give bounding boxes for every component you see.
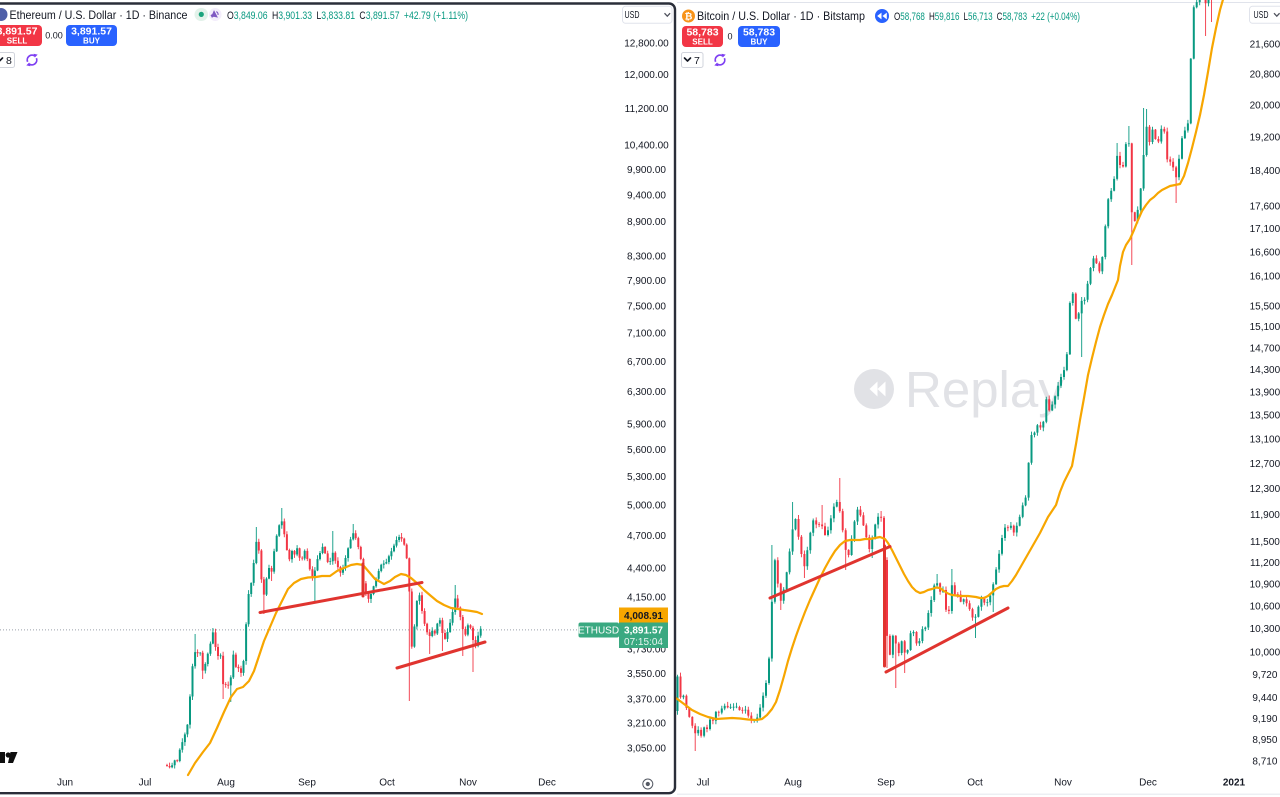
svg-text:Jul: Jul — [697, 778, 710, 789]
svg-text:9,190: 9,190 — [1252, 714, 1277, 725]
svg-text:16,100: 16,100 — [1250, 272, 1280, 283]
svg-text:3,370.00: 3,370.00 — [627, 695, 666, 706]
svg-text:13,900: 13,900 — [1250, 388, 1280, 399]
svg-text:4,008.91: 4,008.91 — [624, 611, 663, 622]
svg-text:18,400: 18,400 — [1250, 166, 1280, 177]
svg-text:11,500: 11,500 — [1250, 537, 1280, 548]
svg-text:8: 8 — [6, 55, 12, 67]
svg-text:3,050.00: 3,050.00 — [627, 744, 666, 755]
svg-text:BUY: BUY — [83, 37, 101, 46]
svg-text:10,600: 10,600 — [1250, 602, 1280, 613]
svg-text:7,900.00: 7,900.00 — [627, 276, 666, 287]
svg-text:O58,768 H59,816 L56,713 C58,78: O58,768 H59,816 L56,713 C58,783 +22 (+0.… — [894, 11, 1080, 23]
svg-text:5,600.00: 5,600.00 — [627, 445, 666, 456]
svg-text:10,400.00: 10,400.00 — [624, 141, 669, 152]
svg-text:12,300: 12,300 — [1250, 484, 1280, 495]
svg-text:7: 7 — [694, 55, 700, 67]
svg-text:8,300.00: 8,300.00 — [627, 252, 666, 263]
svg-text:10,900: 10,900 — [1250, 580, 1280, 591]
svg-text:8,710: 8,710 — [1252, 757, 1277, 768]
svg-text:14,700: 14,700 — [1250, 343, 1280, 354]
svg-text:8,950: 8,950 — [1252, 735, 1277, 746]
svg-text:ETHUSD: ETHUSD — [578, 626, 619, 637]
svg-text:Oct: Oct — [379, 778, 395, 789]
svg-text:Sep: Sep — [877, 778, 895, 789]
svg-text:13,100: 13,100 — [1250, 434, 1280, 445]
svg-text:8,900.00: 8,900.00 — [627, 217, 666, 228]
svg-text:3,891.57: 3,891.57 — [624, 626, 663, 637]
svg-text:6,700.00: 6,700.00 — [627, 357, 666, 368]
svg-text:Nov: Nov — [459, 778, 477, 789]
svg-text:0.00: 0.00 — [45, 31, 63, 41]
svg-text:SELL: SELL — [7, 37, 28, 46]
svg-text:12,700: 12,700 — [1250, 459, 1280, 470]
svg-text:Ethereum / U.S. Dollar · 1D ·: Ethereum / U.S. Dollar · 1D · Binance — [10, 8, 188, 22]
svg-text:17,100: 17,100 — [1250, 224, 1280, 235]
svg-text:USD: USD — [625, 10, 640, 21]
svg-text:5,000.00: 5,000.00 — [627, 501, 666, 512]
svg-text:07:15:04: 07:15:04 — [624, 637, 663, 648]
svg-text:12,000.00: 12,000.00 — [624, 70, 669, 81]
svg-text:4,400.00: 4,400.00 — [627, 564, 666, 575]
svg-text:Jun: Jun — [57, 778, 73, 789]
svg-text:3,891.57: 3,891.57 — [0, 26, 38, 38]
svg-text:Bitcoin / U.S. Dollar · 1D · B: Bitcoin / U.S. Dollar · 1D · Bitstamp — [697, 9, 865, 23]
svg-text:Jul: Jul — [139, 778, 152, 789]
svg-text:Sep: Sep — [298, 778, 316, 789]
svg-text:15,500: 15,500 — [1250, 302, 1280, 313]
svg-text:9,900.00: 9,900.00 — [627, 165, 666, 176]
svg-text:11,900: 11,900 — [1250, 510, 1280, 521]
svg-text:15,100: 15,100 — [1250, 322, 1280, 333]
svg-text:13,500: 13,500 — [1250, 411, 1280, 422]
svg-text:Aug: Aug — [217, 778, 235, 789]
svg-text:16,600: 16,600 — [1250, 247, 1280, 258]
svg-text:5,900.00: 5,900.00 — [627, 419, 666, 430]
svg-text:4,150.00: 4,150.00 — [627, 592, 666, 603]
svg-text:0: 0 — [727, 32, 732, 42]
svg-text:12,800.00: 12,800.00 — [624, 39, 669, 50]
svg-text:7,100.00: 7,100.00 — [627, 328, 666, 339]
svg-text:3,210.00: 3,210.00 — [627, 719, 666, 730]
svg-text:2021: 2021 — [1223, 778, 1246, 789]
svg-text:20,000: 20,000 — [1250, 100, 1280, 111]
svg-text:4,700.00: 4,700.00 — [627, 531, 666, 542]
svg-text:3,730.00: 3,730.00 — [627, 645, 666, 656]
svg-text:11,200.00: 11,200.00 — [625, 104, 669, 115]
svg-text:7,500.00: 7,500.00 — [627, 301, 666, 312]
svg-text:Dec: Dec — [1139, 778, 1157, 789]
svg-text:19,200: 19,200 — [1250, 133, 1280, 144]
svg-text:9,400.00: 9,400.00 — [627, 190, 666, 201]
svg-text:9,440: 9,440 — [1252, 693, 1277, 704]
svg-text:Replay: Replay — [905, 361, 1064, 418]
svg-text:17,600: 17,600 — [1250, 201, 1280, 212]
svg-text:3,891.57: 3,891.57 — [71, 26, 112, 38]
svg-text:Dec: Dec — [538, 778, 556, 789]
svg-text:Aug: Aug — [784, 778, 802, 789]
svg-text:11,200: 11,200 — [1250, 558, 1280, 569]
svg-text:₿: ₿ — [685, 12, 693, 23]
svg-text:Nov: Nov — [1054, 778, 1072, 789]
svg-text:21,600: 21,600 — [1250, 40, 1280, 51]
svg-text:SELL: SELL — [692, 38, 713, 47]
svg-text:5,300.00: 5,300.00 — [627, 472, 666, 483]
svg-text:Oct: Oct — [967, 778, 983, 789]
svg-text:10,000: 10,000 — [1250, 648, 1280, 659]
svg-text:USD: USD — [1254, 10, 1269, 21]
svg-text:58,783: 58,783 — [686, 27, 718, 39]
svg-text:BUY: BUY — [751, 38, 769, 47]
svg-text:58,783: 58,783 — [743, 27, 775, 39]
svg-text:6,300.00: 6,300.00 — [627, 387, 666, 398]
svg-text:14,300: 14,300 — [1250, 365, 1280, 376]
svg-text:3,550.00: 3,550.00 — [627, 669, 666, 680]
svg-text:9,720: 9,720 — [1252, 670, 1277, 681]
svg-text:10,300: 10,300 — [1250, 624, 1280, 635]
svg-text:O3,849.06 H3,901.33 L3,833.81: O3,849.06 H3,901.33 L3,833.81 C3,891.57 … — [227, 10, 468, 22]
svg-text:20,800: 20,800 — [1250, 69, 1280, 80]
